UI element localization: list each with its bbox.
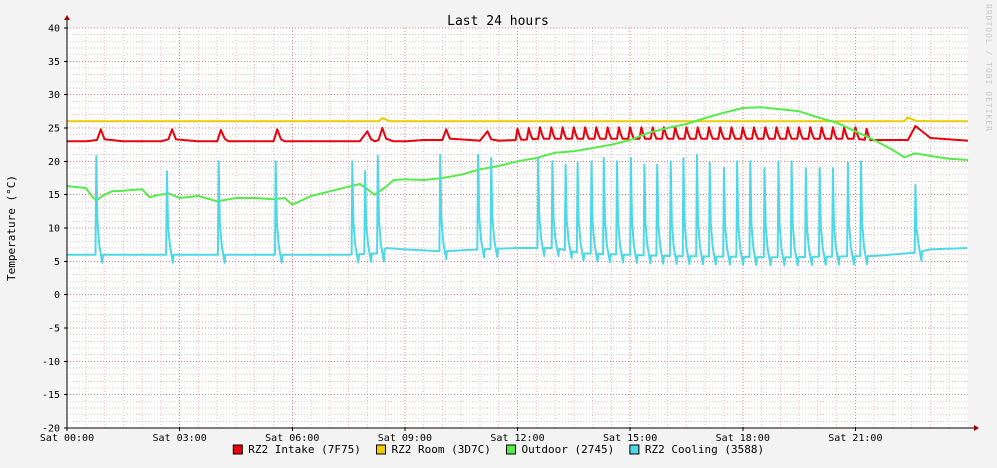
legend-swatch [506, 444, 516, 455]
legend-swatch [376, 444, 386, 455]
y-tick-label: 40 [48, 24, 60, 35]
y-tick-label: 0 [54, 290, 60, 301]
y-tick-label: -5 [48, 324, 60, 335]
series-line-2 [66, 106, 969, 206]
x-tick-label: Sat 06:00 [265, 433, 319, 444]
legend-swatch [629, 444, 640, 455]
tick-labels: -20 -15 -10 -5 0 5 10 15 20 25 30 35 40 Sat 00:00 Sat … [40, 24, 883, 445]
x-tick-label: Sat 21:00 [828, 433, 882, 444]
series-line-3 [67, 153, 968, 267]
legend-entry-1: RZ2 Room (3D7C) [376, 443, 491, 456]
y-tick-label: -20 [42, 424, 60, 435]
y-tick-label: 5 [54, 257, 60, 268]
y-tick-label: 35 [48, 57, 60, 68]
legend-entry-3: RZ2 Cooling (3588) [629, 443, 764, 456]
x-tick-label: Sat 12:00 [490, 433, 544, 444]
watermark: RRDTOOL / TOBI OETIKER [984, 4, 993, 132]
legend-label: Outdoor (2745) [522, 443, 615, 456]
x-tick-label: Sat 03:00 [153, 433, 207, 444]
legend-swatch [232, 444, 243, 455]
y-axis-label: Temperature (°C) [5, 175, 18, 281]
y-tick-label: 10 [48, 224, 60, 235]
y-tick-label: 30 [48, 90, 60, 101]
x-tick-label: Sat 15:00 [603, 433, 657, 444]
x-tick-label: Sat 18:00 [716, 433, 770, 444]
series-lines [66, 106, 969, 267]
legend-entry-0: RZ2 Intake (7F75) [232, 443, 361, 456]
legend: RZ2 Intake (7F75) RZ2 Room (3D7C) Outdoor … [232, 443, 764, 456]
x-axis-arrow [974, 425, 979, 431]
y-axis-arrow [64, 15, 70, 20]
legend-entry-2: Outdoor (2745) [506, 443, 615, 456]
y-tick-label: 25 [48, 124, 60, 135]
y-tick-label: -15 [42, 390, 60, 401]
y-tick-label: 15 [48, 190, 60, 201]
x-tick-label: Sat 00:00 [40, 433, 94, 444]
y-tick-label: -10 [42, 357, 60, 368]
y-tick-label: 20 [48, 157, 60, 168]
legend-label: RZ2 Room (3D7C) [392, 443, 491, 456]
chart-title: Last 24 hours [447, 14, 549, 29]
legend-label: RZ2 Cooling (3588) [645, 443, 764, 456]
legend-label: RZ2 Intake (7F75) [248, 443, 361, 456]
grid [66, 27, 968, 429]
series-line-0 [67, 125, 969, 143]
axes [64, 15, 979, 431]
series-line-1 [67, 116, 968, 123]
x-tick-label: Sat 09:00 [378, 433, 432, 444]
